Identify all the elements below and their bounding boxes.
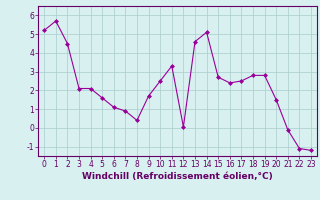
X-axis label: Windchill (Refroidissement éolien,°C): Windchill (Refroidissement éolien,°C)	[82, 172, 273, 181]
